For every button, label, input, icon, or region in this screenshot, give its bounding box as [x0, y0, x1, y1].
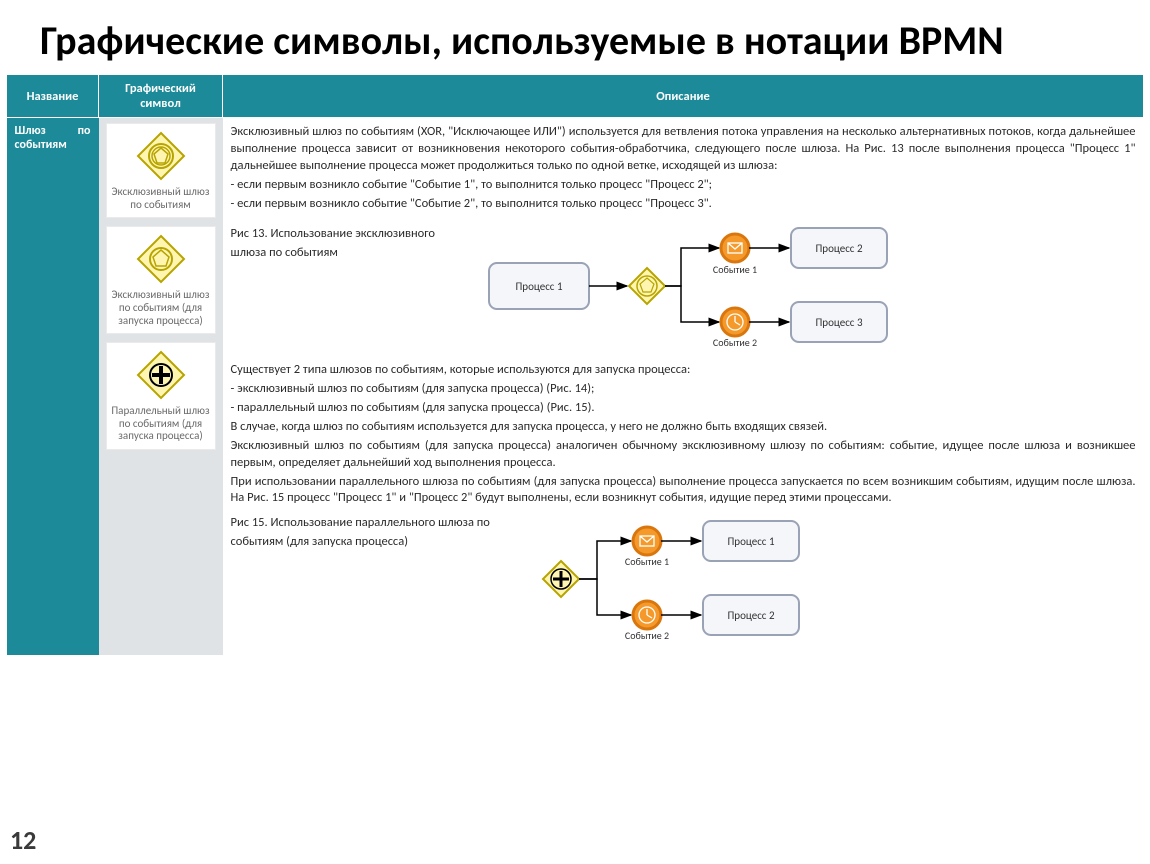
svg-text:Процесс 3: Процесс 3	[815, 316, 862, 329]
fig15-caption-a: Рис 15. Использование параллельного шлюз…	[231, 515, 511, 532]
gateway-exclusive-icon	[109, 130, 213, 182]
svg-text:Событие 1: Событие 1	[624, 555, 668, 568]
svg-text:Событие 1: Событие 1	[712, 263, 756, 276]
desc-p3: - если первым возникло событие "Событие …	[231, 196, 1136, 213]
desc-p8: В случае, когда шлюз по событиям использ…	[231, 419, 1136, 436]
svg-text:Событие 2: Событие 2	[712, 336, 756, 348]
page-number: 12	[10, 824, 36, 856]
desc-p6: - эксклюзивный шлюз по событиям (для зап…	[231, 381, 1136, 398]
slide-title: Графические символы, используемые в нота…	[0, 0, 1150, 74]
desc-p1: Эксклюзивный шлюз по событиям (XOR, "Иск…	[231, 124, 1136, 175]
bpmn-table: Название Графический символ Описание Шлю…	[6, 74, 1144, 655]
symbol-label: Эксклюзивный шлюз по событиям (для запус…	[109, 289, 213, 327]
gateway-parallel-start-icon	[109, 349, 213, 401]
svg-text:Процесс 2: Процесс 2	[815, 242, 862, 255]
svg-text:Процесс 1: Процесс 1	[515, 280, 562, 293]
symbol-cell: Эксклюзивный шлюз по событиям Эксклюзивн…	[99, 118, 223, 656]
svg-text:Событие 2: Событие 2	[624, 629, 668, 642]
gateway-exclusive-start-icon	[109, 233, 213, 285]
symbol-card-parallel-start: Параллельный шлюз по событиям (для запус…	[107, 343, 215, 449]
symbol-card-exclusive-start: Эксклюзивный шлюз по событиям (для запус…	[107, 227, 215, 333]
fig13-diagram: Процесс 1	[481, 218, 901, 354]
desc-p2: - если первым возникло событие "Событие …	[231, 177, 1136, 194]
svg-text:Процесс 1: Процесс 1	[727, 535, 774, 548]
table-container: Название Графический символ Описание Шлю…	[0, 74, 1150, 655]
symbol-label: Эксклюзивный шлюз по событиям	[109, 186, 213, 211]
symbol-card-exclusive: Эксклюзивный шлюз по событиям	[107, 124, 215, 217]
th-desc: Описание	[223, 75, 1144, 118]
desc-p9: Эксклюзивный шлюз по событиям (для запус…	[231, 438, 1136, 472]
desc-p7: - параллельный шлюз по событиям (для зап…	[231, 400, 1136, 417]
fig13-caption-b: шлюза по событиям	[231, 245, 461, 262]
th-symbol: Графический символ	[99, 75, 223, 118]
row-label: Шлюз по событиям	[7, 118, 99, 656]
desc-p10: При использовании параллельного шлюза по…	[231, 474, 1136, 508]
svg-text:Процесс 2: Процесс 2	[727, 609, 774, 622]
desc-p5: Существует 2 типа шлюзов по событиям, ко…	[231, 362, 1136, 379]
fig15-diagram: Событие 1 Процесс 1 Событие 2	[531, 515, 861, 649]
th-name: Название	[7, 75, 99, 118]
symbol-label: Параллельный шлюз по событиям (для запус…	[109, 405, 213, 443]
fig15-caption-b: событиям (для запуска процесса)	[231, 534, 511, 551]
fig13-caption-a: Рис 13. Использование эксклюзивного	[231, 226, 461, 243]
description-cell: Эксклюзивный шлюз по событиям (XOR, "Иск…	[223, 118, 1144, 656]
